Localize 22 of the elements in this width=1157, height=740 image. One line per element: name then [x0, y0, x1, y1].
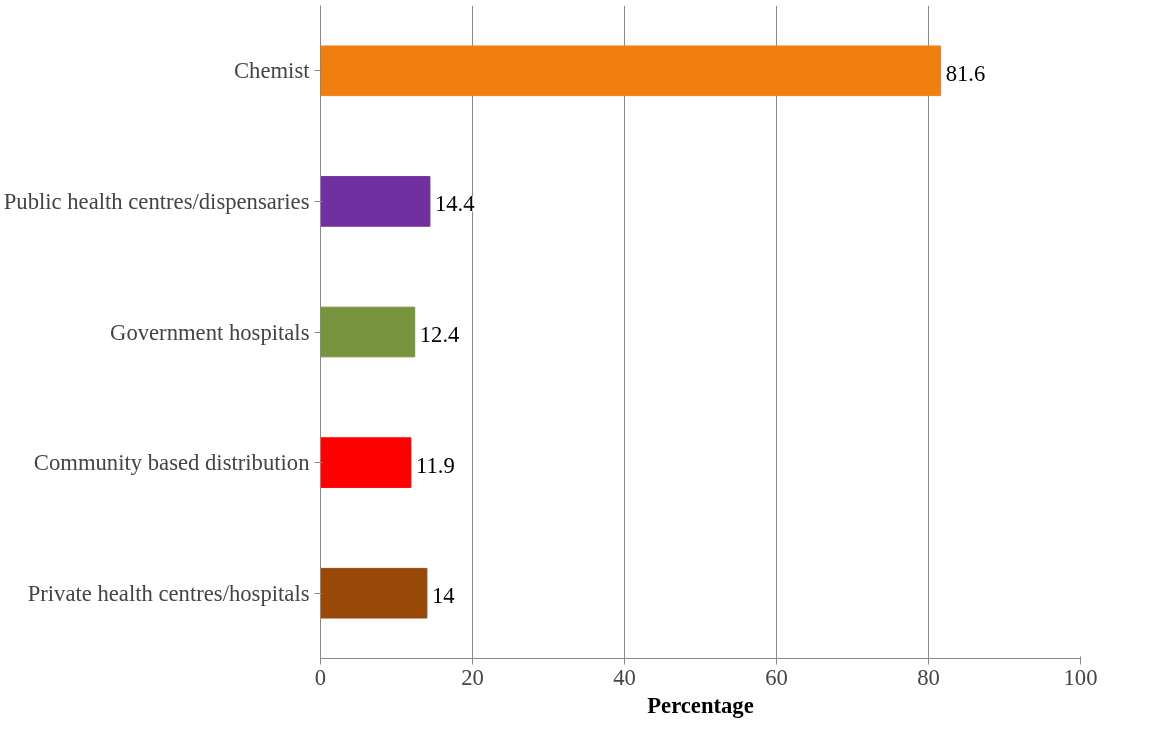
x-tick-label: 100	[1063, 664, 1098, 690]
x-tick-label: 60	[765, 664, 788, 690]
y-tick-label: Community based distribution	[33, 450, 310, 476]
data-label: 11.9	[415, 452, 455, 478]
bar	[320, 176, 431, 227]
x-axis-title: Percentage	[647, 692, 754, 718]
x-tick-label: 0	[314, 664, 327, 690]
x-tick-label: 20	[461, 664, 484, 690]
bar	[320, 437, 412, 488]
data-label: 14	[431, 583, 455, 609]
x-tick-label: 40	[613, 664, 636, 690]
y-tick-label: Public health centres/dispensaries	[3, 188, 310, 214]
y-tick-label: Chemist	[233, 58, 311, 84]
x-tick-label: 80	[917, 664, 940, 690]
bar	[320, 567, 428, 619]
y-tick-label: Private health centres/hospitals	[27, 580, 310, 606]
data-label: 81.6	[945, 60, 986, 86]
y-tick-label: Government hospitals	[110, 319, 310, 345]
bar	[320, 306, 416, 358]
data-label: 12.4	[419, 322, 460, 347]
bar	[320, 45, 942, 97]
data-label: 14.4	[434, 191, 475, 217]
